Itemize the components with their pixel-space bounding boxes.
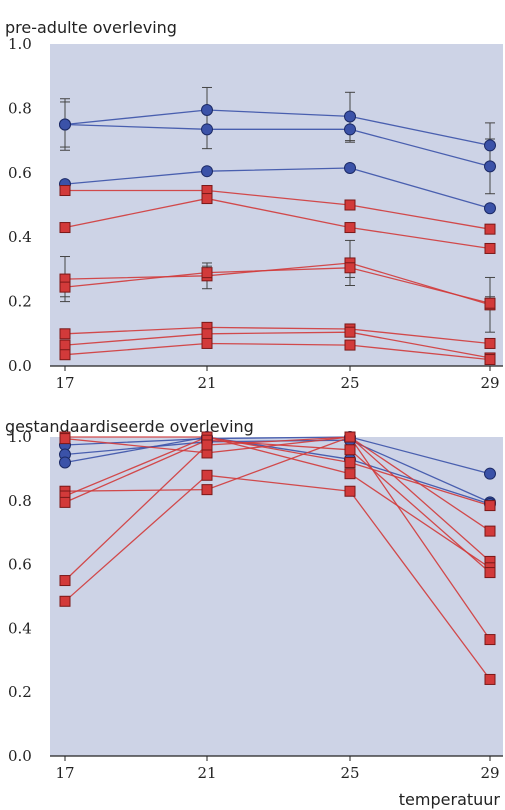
y-tick-label: 0.2 bbox=[8, 683, 32, 701]
data-point-square bbox=[59, 575, 71, 587]
data-point-square bbox=[484, 634, 496, 646]
data-point-circle bbox=[344, 110, 356, 123]
x-tick-label: 21 bbox=[197, 764, 216, 782]
data-point-square bbox=[59, 185, 71, 197]
data-point-square bbox=[344, 222, 356, 234]
data-point-square bbox=[201, 469, 213, 481]
series-line-7 bbox=[64, 267, 491, 304]
series-line-7 bbox=[64, 436, 491, 569]
data-point-square bbox=[344, 339, 356, 351]
data-point-circle bbox=[484, 467, 496, 480]
data-point-circle bbox=[201, 165, 213, 178]
data-point-circle bbox=[344, 123, 356, 136]
series-line-4 bbox=[65, 189, 491, 230]
data-point-circle bbox=[201, 104, 213, 117]
y-tick-label: 0.8 bbox=[8, 492, 32, 510]
y-tick-label: 1.0 bbox=[8, 35, 32, 53]
x-tick-label: 29 bbox=[480, 374, 499, 392]
data-point-square bbox=[59, 281, 71, 293]
data-point-square bbox=[484, 242, 496, 254]
data-point-circle bbox=[59, 118, 71, 131]
data-point-square bbox=[344, 468, 356, 480]
data-point-square bbox=[484, 354, 496, 366]
data-point-square bbox=[201, 484, 213, 496]
data-point-square bbox=[484, 567, 496, 579]
y-tick-label: 0.8 bbox=[8, 99, 32, 117]
data-point-square bbox=[344, 431, 356, 443]
series-line-3 bbox=[64, 167, 491, 209]
data-point-square bbox=[59, 328, 71, 340]
series-line-2 bbox=[64, 123, 491, 168]
y-tick-label: 0.4 bbox=[8, 619, 32, 637]
data-point-square bbox=[59, 595, 71, 607]
plot-area bbox=[50, 437, 503, 756]
y-tick-label: 0.2 bbox=[8, 293, 32, 311]
data-point-square bbox=[59, 496, 71, 508]
chart-title: pre-adulte overleving bbox=[5, 18, 177, 37]
data-point-square bbox=[201, 193, 213, 205]
chart-pre-adult-survival: pre-adulte overleving 0.0 0.2 0.4 0.6 0.8 1.0… bbox=[5, 18, 503, 392]
data-point-square bbox=[344, 485, 356, 497]
y-tick-label: 1.0 bbox=[8, 428, 32, 446]
chart-standardized-survival: gestandaardiseerde overleving temperatuu… bbox=[5, 417, 503, 809]
y-tick-label: 0.6 bbox=[8, 164, 32, 182]
series-line-5 bbox=[64, 197, 491, 250]
data-point-square bbox=[59, 222, 71, 234]
data-point-circle bbox=[484, 160, 496, 173]
y-tick-label: 0.0 bbox=[8, 747, 32, 765]
x-tick-label: 25 bbox=[340, 374, 359, 392]
data-point-square bbox=[484, 223, 496, 235]
data-point-square bbox=[344, 199, 356, 211]
x-axis-label: temperatuur bbox=[399, 790, 501, 809]
series-line-1 bbox=[64, 436, 491, 475]
y-tick-label: 0.6 bbox=[8, 556, 32, 574]
x-tick-label: 17 bbox=[55, 764, 74, 782]
series-line-8 bbox=[64, 439, 491, 574]
plot-area bbox=[50, 44, 503, 366]
data-point-square bbox=[59, 349, 71, 361]
data-point-square bbox=[484, 673, 496, 685]
series-line-9 bbox=[64, 331, 491, 359]
data-point-square bbox=[59, 433, 71, 445]
data-point-circle bbox=[484, 139, 496, 152]
series-line-8 bbox=[64, 326, 491, 345]
y-tick-label: 0.0 bbox=[8, 357, 32, 375]
y-tick-label: 0.4 bbox=[8, 228, 32, 246]
x-tick-label: 25 bbox=[340, 764, 359, 782]
series-line-1 bbox=[64, 109, 491, 147]
series-line-10 bbox=[64, 342, 491, 361]
data-point-square bbox=[59, 339, 71, 351]
data-point-circle bbox=[484, 202, 496, 215]
x-tick-label: 21 bbox=[197, 374, 216, 392]
series-line-10 bbox=[64, 474, 491, 680]
data-point-square bbox=[201, 328, 213, 340]
data-point-circle bbox=[201, 123, 213, 136]
data-point-square bbox=[344, 326, 356, 338]
data-point-square bbox=[484, 297, 496, 309]
series-line-6 bbox=[64, 262, 491, 306]
data-point-square bbox=[484, 337, 496, 349]
data-point-square bbox=[344, 457, 356, 469]
data-point-circle bbox=[344, 161, 356, 174]
series-line-6 bbox=[64, 436, 491, 562]
series-line-3 bbox=[64, 436, 491, 505]
data-point-square bbox=[484, 525, 496, 537]
data-point-circle bbox=[59, 456, 71, 469]
x-tick-label: 29 bbox=[480, 764, 499, 782]
data-point-square bbox=[344, 262, 356, 274]
series-line-9 bbox=[64, 436, 491, 640]
data-point-square bbox=[201, 267, 213, 279]
data-point-square bbox=[201, 439, 213, 451]
data-point-square bbox=[484, 500, 496, 512]
x-tick-label: 17 bbox=[55, 374, 74, 392]
chart-title: gestandaardiseerde overleving bbox=[5, 417, 254, 436]
data-point-square bbox=[344, 444, 356, 456]
data-point-square bbox=[201, 337, 213, 349]
